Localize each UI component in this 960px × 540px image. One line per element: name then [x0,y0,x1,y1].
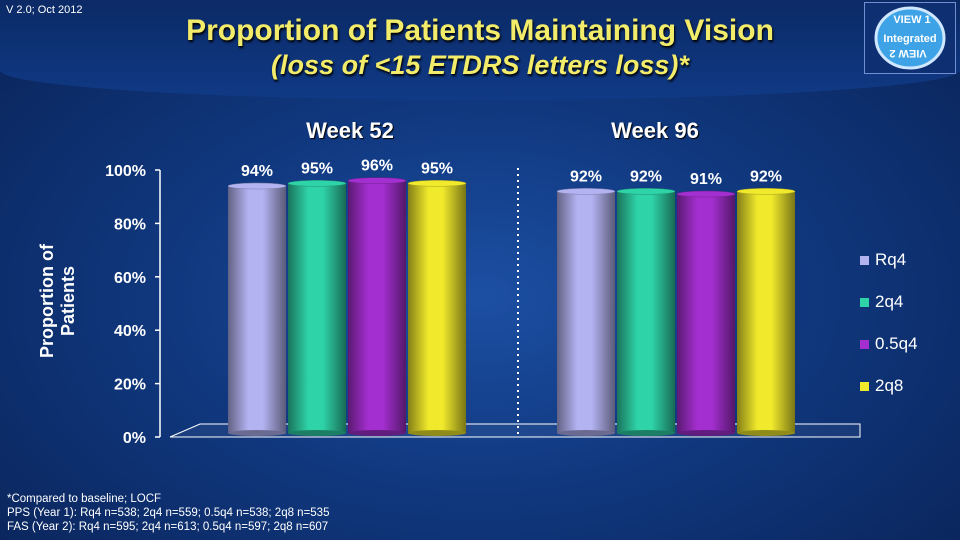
bar-base-2q8-0 [408,430,466,436]
data-label-Rq4-1: 92% [570,168,602,185]
chart-legend: Rq4 2q4 0.5q4 2q8 [860,250,918,418]
bar-top-Rq4-0 [227,182,287,190]
y-tick-label: 20% [114,377,146,394]
y-tick-label: 80% [114,216,146,233]
slide-title: Proportion of Patients Maintaining Visio… [186,14,774,47]
bar-top-2q8-0 [407,180,467,187]
legend-item-2q8: 2q8 [860,376,918,396]
bar-Rq4-week-52 [228,186,286,433]
logo-line2: Integrated [883,33,936,45]
data-label-2q4-1: 92% [630,168,662,185]
bar-Rq4-week-96 [557,191,615,433]
legend-label-2q8: 2q8 [875,376,904,395]
logo-line1: VIEW 1 [893,14,930,26]
slide-subtitle: (loss of <15 ETDRS letters loss)* [271,50,689,80]
legend-label-0-5q4: 0.5q4 [875,334,918,353]
bar-2q4-week-96 [617,191,675,433]
legend-label-2q4: 2q4 [875,292,904,311]
y-tick-label: 40% [114,323,146,340]
bar-2q8-week-52 [408,183,466,433]
bar-top-2q4-1 [616,188,676,195]
legend-item-rq4: Rq4 [860,250,918,270]
footnote-line-3: FAS (Year 2): Rq4 n=595; 2q4 n=613; 0.5q… [7,521,329,533]
bar-2q4-week-52 [288,183,346,433]
legend-swatch-rq4 [860,255,869,265]
bar-base-0.5q4-1 [677,430,735,436]
bar-top-2q4-0 [287,180,347,187]
bar-base-Rq4-1 [557,430,615,436]
bar-base-0.5q4-0 [348,430,406,436]
bar-base-2q8-1 [737,430,795,436]
data-label-0.5q4-1: 91% [690,171,722,188]
bar-0.5q4-week-96 [677,194,735,433]
legend-swatch-2q8 [860,381,869,391]
bar-2q8-week-96 [737,191,795,433]
data-label-0.5q4-0: 96% [361,158,393,175]
legend-label-rq4: Rq4 [875,250,907,269]
data-label-2q8-1: 92% [750,168,782,185]
legend-swatch-0-5q4 [860,339,869,349]
week-96-heading: Week 96 [611,118,699,143]
data-label-2q8-0: 95% [421,160,453,177]
header-band [0,0,960,100]
week-52-heading: Week 52 [306,118,394,143]
data-label-Rq4-0: 94% [241,163,273,180]
logo-graphic: VIEW 1 Integrated VIEW 2 [874,6,946,70]
bar-top-2q8-1 [736,188,796,195]
bar-base-Rq4-0 [228,430,286,436]
bar-top-Rq4-1 [556,188,616,195]
footnotes: *Compared to baseline; LOCF PPS (Year 1)… [7,492,329,534]
bar-top-0.5q4-0 [347,177,407,184]
data-label-2q4-0: 95% [301,160,333,177]
y-tick-label: 60% [114,270,146,287]
bar-base-2q4-1 [617,430,675,436]
bar-base-2q4-0 [288,430,346,436]
version-label: V 2.0; Oct 2012 [6,4,83,16]
footnote-line-2: PPS (Year 1): Rq4 n=538; 2q4 n=559; 0.5q… [7,507,330,519]
legend-item-0-5q4: 0.5q4 [860,334,918,354]
bar-top-0.5q4-1 [676,190,736,198]
bar-0.5q4-week-52 [348,180,406,433]
view-integrated-logo: VIEW 1 Integrated VIEW 2 [864,2,956,74]
footnote-line-1: *Compared to baseline; LOCF [7,493,162,505]
legend-swatch-2q4 [860,297,869,307]
y-tick-label: 100% [105,163,146,180]
logo-line3: VIEW 2 [889,47,926,59]
y-tick-label: 0% [123,430,146,447]
legend-item-2q4: 2q4 [860,292,918,312]
